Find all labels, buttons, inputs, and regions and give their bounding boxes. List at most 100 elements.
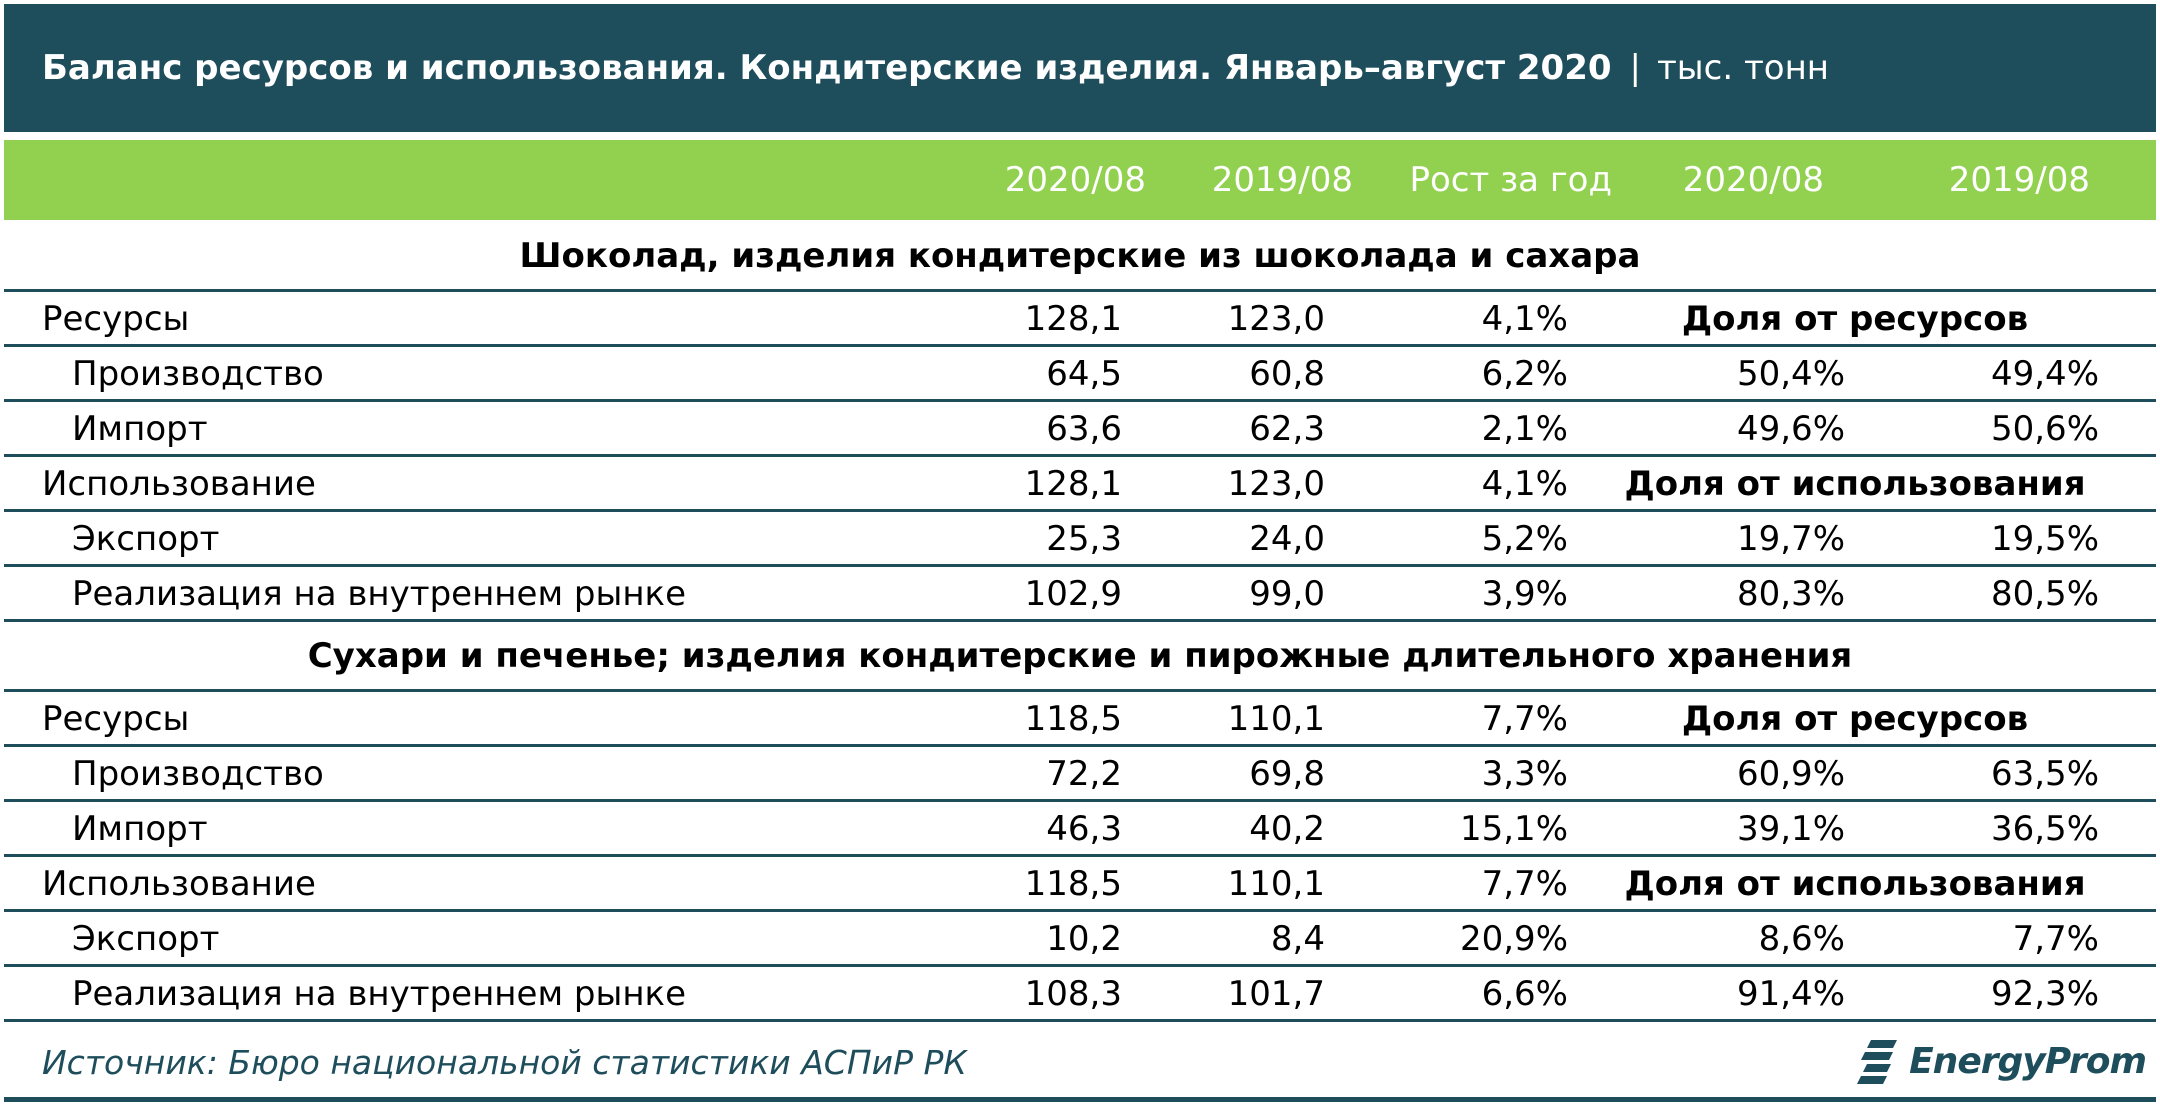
share-2020: 19,7% [1736,519,1845,559]
share-header: Доля от использования [1624,864,2086,904]
value-2019: 101,7 [1227,974,1325,1014]
value-growth: 3,9% [1481,574,1568,614]
section-title-row: Сухари и печенье; изделия кондитерские и… [4,622,2156,692]
share-2019: 7,7% [2012,919,2099,959]
row-label: Экспорт [72,919,220,959]
value-growth: 3,3% [1481,754,1568,794]
source-note: Источник: Бюро национальной статистики А… [42,1043,967,1082]
row-label: Реализация на внутреннем рынке [72,574,687,614]
share-header: Доля от ресурсов [1681,699,2029,739]
table-row: Использование 118,5 110,1 7,7% Доля от и… [4,857,2156,912]
share-2020: 80,3% [1736,574,1845,614]
row-label: Использование [42,464,316,504]
share-2020: 8,6% [1758,919,1845,959]
logo-text: EnergyProm [1909,1040,2147,1082]
column-header-2020: 2020/08 [1004,160,1146,200]
table-row: Производство 72,2 69,8 3,3% 60,9% 63,5% [4,747,2156,802]
footer: Источник: Бюро национальной статистики А… [4,1027,2156,1102]
value-2019: 69,8 [1249,754,1325,794]
table-row: Производство 64,5 60,8 6,2% 50,4% 49,4% [4,347,2156,402]
value-2019: 110,1 [1227,864,1325,904]
value-growth: 20,9% [1459,919,1568,959]
share-2020: 91,4% [1736,974,1845,1014]
share-2019: 50,6% [1990,409,2099,449]
share-2020: 39,1% [1736,809,1845,849]
value-2020: 25,3 [1046,519,1122,559]
share-2020: 49,6% [1736,409,1845,449]
table-row: Экспорт 25,3 24,0 5,2% 19,7% 19,5% [4,512,2156,567]
column-header-growth: Рост за год [1409,160,1612,200]
row-label: Ресурсы [42,299,190,339]
column-header-bar: 2020/08 2019/08 Рост за год 2020/08 2019… [4,140,2156,220]
title-bar: Баланс ресурсов и использования. Кондите… [4,4,2156,132]
value-2020: 64,5 [1046,354,1122,394]
section-title: Сухари и печенье; изделия кондитерские и… [307,636,1853,676]
column-header-share-2019: 2019/08 [1948,160,2090,200]
value-2020: 63,6 [1046,409,1122,449]
value-2020: 72,2 [1046,754,1122,794]
value-2020: 128,1 [1024,299,1122,339]
table-row: Реализация на внутреннем рынке 102,9 99,… [4,567,2156,622]
table-row: Ресурсы 118,5 110,1 7,7% Доля от ресурсо… [4,692,2156,747]
title-unit: тыс. тонн [1657,48,1830,88]
balance-table: Шоколад, изделия кондитерские из шоколад… [4,222,2156,1022]
energyprom-logo-icon [1857,1040,1898,1084]
title-separator: | [1629,48,1641,88]
table-row: Реализация на внутреннем рынке 108,3 101… [4,967,2156,1022]
value-2020: 102,9 [1024,574,1122,614]
table-row: Экспорт 10,2 8,4 20,9% 8,6% 7,7% [4,912,2156,967]
page-title: Баланс ресурсов и использования. Кондите… [42,48,1612,88]
share-header: Доля от ресурсов [1681,299,2029,339]
row-label: Производство [72,754,324,794]
share-2019: 19,5% [1990,519,2099,559]
value-2019: 62,3 [1249,409,1325,449]
value-2019: 123,0 [1227,464,1325,504]
value-2020: 118,5 [1024,699,1122,739]
energyprom-logo: EnergyProm [1857,1035,2147,1087]
value-growth: 4,1% [1481,464,1568,504]
value-growth: 2,1% [1481,409,1568,449]
section-title-row: Шоколад, изделия кондитерские из шоколад… [4,222,2156,292]
row-label: Реализация на внутреннем рынке [72,974,687,1014]
section-title: Шоколад, изделия кондитерские из шоколад… [519,236,1641,276]
value-growth: 15,1% [1459,809,1568,849]
value-growth: 6,6% [1481,974,1568,1014]
value-2019: 8,4 [1270,919,1325,959]
value-2020: 128,1 [1024,464,1122,504]
row-label: Импорт [72,809,208,849]
share-2019: 80,5% [1990,574,2099,614]
table-row: Импорт 46,3 40,2 15,1% 39,1% 36,5% [4,802,2156,857]
share-2020: 60,9% [1736,754,1845,794]
value-2020: 46,3 [1046,809,1122,849]
row-label: Использование [42,864,316,904]
table-row: Использование 128,1 123,0 4,1% Доля от и… [4,457,2156,512]
value-2019: 24,0 [1249,519,1325,559]
value-2019: 60,8 [1249,354,1325,394]
share-2019: 36,5% [1990,809,2099,849]
table-row: Ресурсы 128,1 123,0 4,1% Доля от ресурсо… [4,292,2156,347]
value-growth: 5,2% [1481,519,1568,559]
row-label: Экспорт [72,519,220,559]
column-header-2019: 2019/08 [1211,160,1353,200]
row-label: Импорт [72,409,208,449]
share-2020: 50,4% [1736,354,1845,394]
value-2019: 123,0 [1227,299,1325,339]
value-2019: 99,0 [1249,574,1325,614]
value-2019: 40,2 [1249,809,1325,849]
value-2019: 110,1 [1227,699,1325,739]
column-header-share-2020: 2020/08 [1682,160,1824,200]
share-2019: 49,4% [1990,354,2099,394]
row-label: Производство [72,354,324,394]
share-2019: 63,5% [1990,754,2099,794]
share-2019: 92,3% [1990,974,2099,1014]
share-header: Доля от использования [1624,464,2086,504]
row-label: Ресурсы [42,699,190,739]
value-2020: 10,2 [1046,919,1122,959]
value-growth: 7,7% [1481,699,1568,739]
table-row: Импорт 63,6 62,3 2,1% 49,6% 50,6% [4,402,2156,457]
value-growth: 6,2% [1481,354,1568,394]
value-2020: 118,5 [1024,864,1122,904]
value-2020: 108,3 [1024,974,1122,1014]
value-growth: 4,1% [1481,299,1568,339]
value-growth: 7,7% [1481,864,1568,904]
